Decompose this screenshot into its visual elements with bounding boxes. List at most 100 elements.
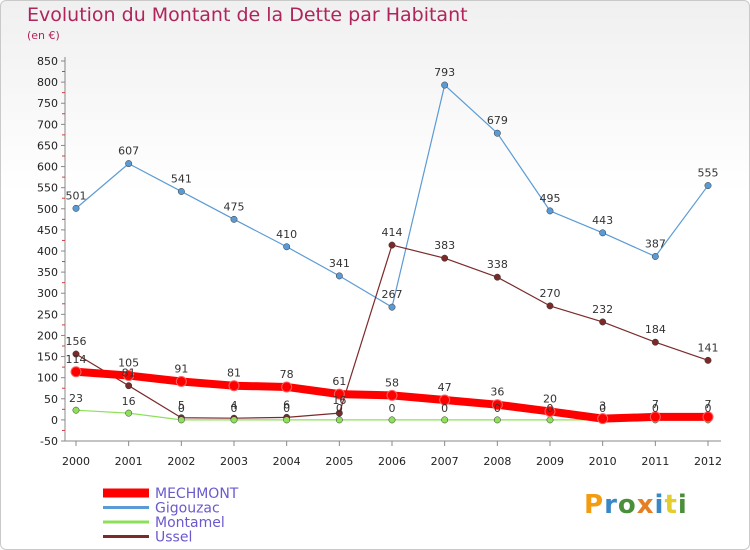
legend-label-ussel: Ussel [155,530,192,546]
data-label-ussel: 156 [66,335,87,348]
data-label-mechmont: 91 [174,362,188,375]
data-point-ussel [599,318,607,326]
logo-letter: i [677,490,688,520]
data-label-gigouzac: 475 [224,200,245,213]
data-point-mechmont [228,380,240,392]
data-point-mechmont [439,394,451,406]
data-point-mechmont [175,375,187,387]
legend-label-montamel: Montamel [155,515,225,531]
data-label-ussel: 6 [283,398,290,411]
data-point-montamel [177,416,185,424]
data-label-montamel: 16 [122,395,136,408]
data-label-montamel: 0 [336,402,343,415]
logo-letter: r [604,490,618,520]
data-point-ussel [441,254,449,262]
data-label-ussel: 383 [434,239,455,252]
data-point-mechmont [123,370,135,382]
data-point-montamel [493,416,501,424]
data-label-gigouzac: 267 [382,288,403,301]
data-label-montamel: 23 [69,392,83,405]
data-point-gigouzac [125,160,133,168]
x-tick-label: 2001 [115,455,143,468]
y-tick-label: 550 [37,182,58,195]
data-point-mechmont [597,413,609,425]
data-label-montamel: 0 [599,402,606,415]
legend-label-gigouzac: Gigouzac [155,501,220,517]
data-label-ussel: 270 [540,287,561,300]
data-label-ussel: 414 [382,226,403,239]
data-point-ussel [335,409,343,417]
data-point-gigouzac [493,129,501,137]
data-point-ussel [388,241,396,249]
data-point-mechmont [70,366,82,378]
data-label-ussel: 184 [645,323,666,336]
data-label-montamel: 0 [389,402,396,415]
data-label-mechmont: 20 [543,392,557,405]
data-label-ussel: 4 [231,399,238,412]
data-point-mechmont [702,411,714,423]
data-label-ussel: 232 [592,303,613,316]
y-tick-label: 250 [37,308,58,321]
data-label-gigouzac: 793 [434,66,455,79]
y-tick-label: 850 [37,55,58,68]
y-tick-label: 750 [37,97,58,110]
data-point-gigouzac [283,243,291,251]
data-label-gigouzac: 341 [329,257,350,270]
y-tick-label: 800 [37,76,58,89]
x-tick-label: 2006 [378,455,406,468]
chart-title: Evolution du Montant de la Dette par Hab… [27,4,468,26]
data-label-montamel: 0 [178,402,185,415]
y-tick-label: 0 [51,414,58,427]
data-point-ussel [72,350,80,358]
data-point-mechmont [649,411,661,423]
data-point-gigouzac [177,188,185,195]
logo-letter: P [584,490,605,520]
data-point-gigouzac [441,81,449,89]
data-point-montamel [72,406,80,414]
y-tick-label: 400 [37,245,58,258]
data-label-mechmont: 114 [66,353,87,366]
logo-letter: i [654,490,665,520]
data-point-gigouzac [546,207,554,215]
data-label-mechmont: 81 [227,367,241,380]
x-tick-label: 2009 [536,455,564,468]
y-tick-label: 50 [44,393,58,406]
y-tick-label: 450 [37,224,58,237]
data-label-gigouzac: 679 [487,114,508,127]
data-label-gigouzac: 555 [698,167,719,180]
y-tick-label: 300 [37,287,58,300]
y-tick-label: 150 [37,351,58,364]
x-tick-label: 2003 [220,455,248,468]
logo-letter: o [617,490,637,520]
data-point-montamel [283,416,291,424]
x-tick-label: 2011 [641,455,669,468]
data-label-gigouzac: 501 [66,189,87,202]
x-tick-label: 2012 [694,455,722,468]
data-point-montamel [546,416,554,424]
y-tick-label: 200 [37,329,58,342]
y-tick-label: 350 [37,266,58,279]
data-label-mechmont: 3 [599,400,606,413]
data-label-ussel: 141 [698,341,719,354]
x-tick-label: 2004 [273,455,301,468]
logo-letter: x [636,490,655,520]
x-tick-label: 2010 [589,455,617,468]
y-tick-label: 500 [37,203,58,216]
data-label-ussel: 5 [178,399,185,412]
data-point-mechmont [544,405,556,417]
x-tick-label: 2000 [62,455,90,468]
y-tick-label: 700 [37,118,58,131]
data-label-mechmont: 61 [332,375,346,388]
data-point-ussel [546,302,554,310]
data-label-mechmont: 36 [490,386,504,399]
data-label-ussel: 338 [487,258,508,271]
data-label-montamel: 0 [283,402,290,415]
data-label-montamel: 0 [705,402,712,415]
chart-unit: (en €) [27,29,60,42]
data-label-mechmont: 47 [438,381,452,394]
data-point-montamel [388,416,396,424]
x-tick-label: 2005 [325,455,353,468]
data-label-montamel: 0 [494,402,501,415]
